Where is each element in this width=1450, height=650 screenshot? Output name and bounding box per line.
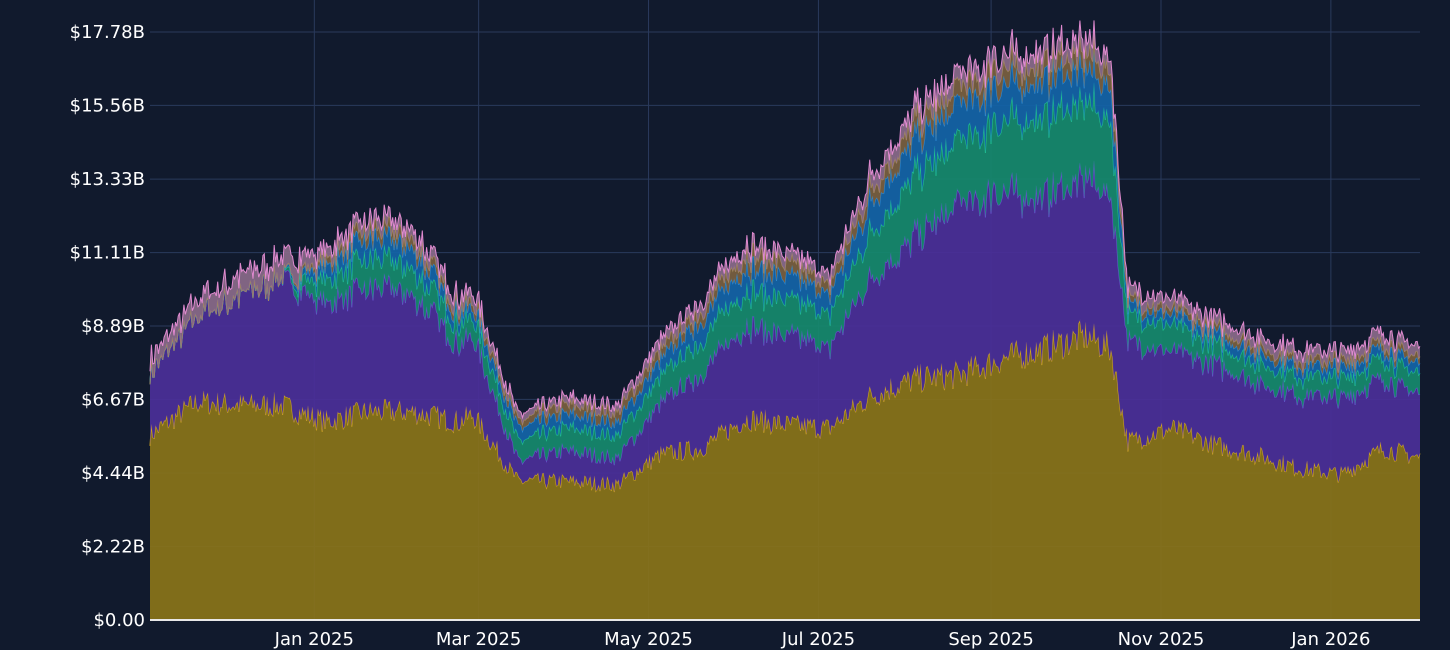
y-tick-label: $11.11B <box>70 243 145 264</box>
area-series-group <box>149 20 1421 620</box>
x-tick-label: Mar 2025 <box>436 629 522 650</box>
y-axis: $0.00 $2.22B $4.44B $6.67B $8.89B $11.11B $13.… <box>70 22 145 631</box>
y-tick-label: $8.89B <box>81 316 145 337</box>
x-axis: Jan 2025 Mar 2025 May 2025 Jul 2025 Sep 2025… <box>150 619 1420 650</box>
y-tick-label: $2.22B <box>81 537 145 558</box>
x-tick-label: Jan 2025 <box>274 629 354 650</box>
x-tick-label: May 2025 <box>604 629 693 650</box>
y-tick-label: $0.00 <box>93 610 145 631</box>
y-tick-label: $6.67B <box>81 389 145 410</box>
y-tick-label: $15.56B <box>70 95 145 116</box>
y-tick-label: $13.33B <box>70 169 145 190</box>
y-tick-label: $17.78B <box>70 22 145 43</box>
x-tick-label: Sep 2025 <box>948 629 1033 650</box>
area-series-0 <box>150 320 1420 620</box>
x-tick-label: Jul 2025 <box>781 629 855 650</box>
y-tick-label: $4.44B <box>81 463 145 484</box>
x-tick-label: Jan 2026 <box>1290 629 1370 650</box>
area-series-line-5 <box>149 20 1421 420</box>
area-series-1 <box>150 160 1420 493</box>
area-series-2 <box>150 82 1420 466</box>
x-tick-label: Nov 2025 <box>1118 629 1205 650</box>
